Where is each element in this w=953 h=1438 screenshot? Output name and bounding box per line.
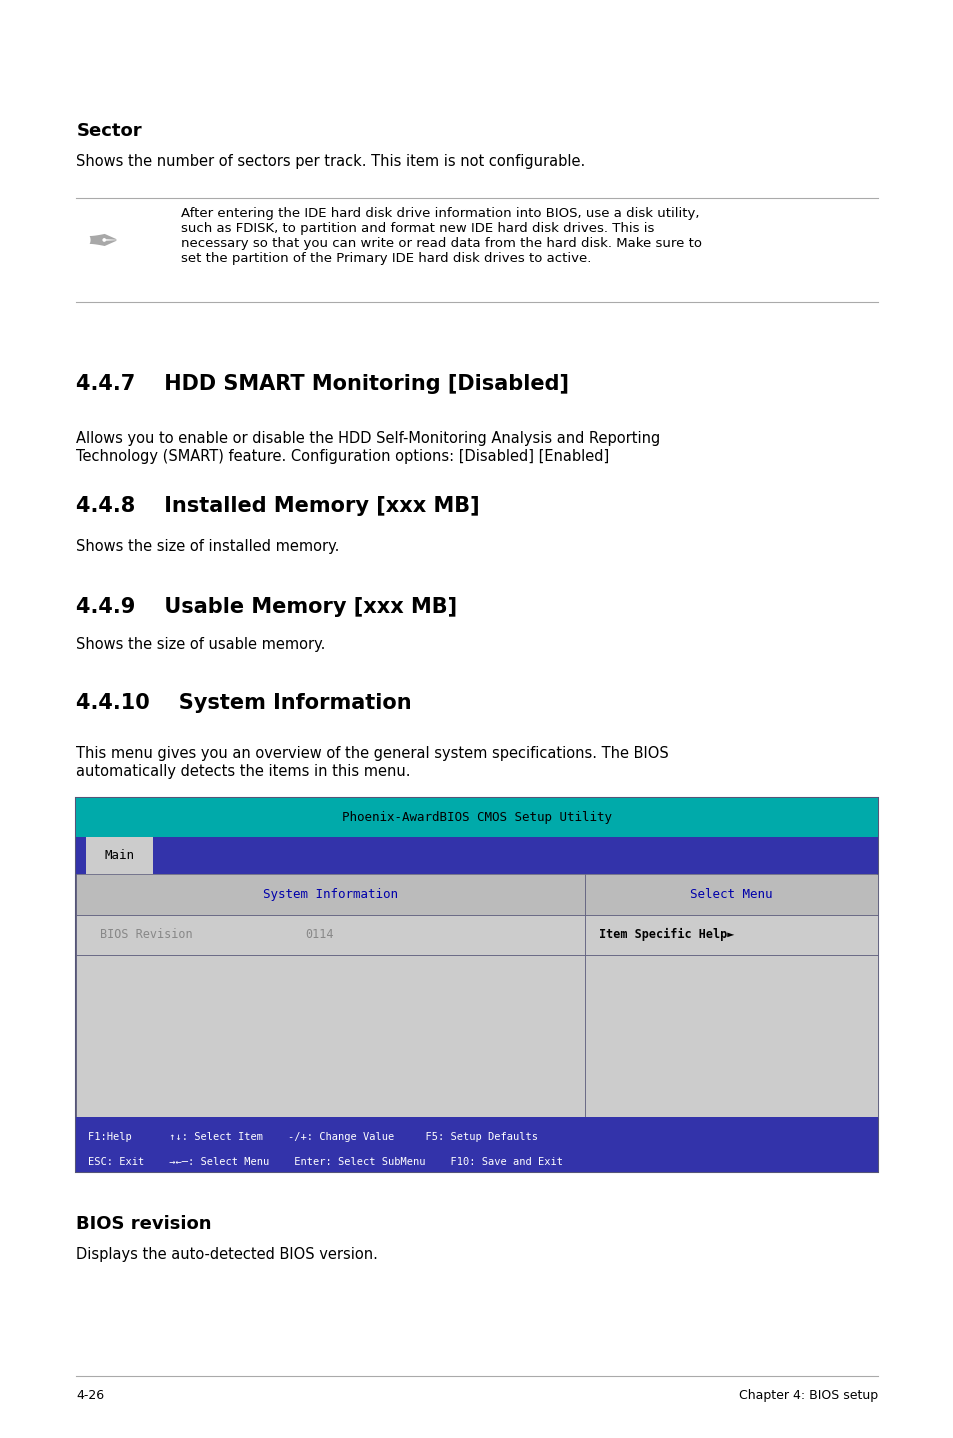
- Text: Main: Main: [104, 848, 134, 863]
- Bar: [76, 955, 584, 1117]
- Text: 4-26: 4-26: [76, 1389, 104, 1402]
- Bar: [584, 874, 877, 915]
- Text: 4.4.9    Usable Memory [xxx MB]: 4.4.9 Usable Memory [xxx MB]: [76, 597, 457, 617]
- Text: BIOS revision: BIOS revision: [76, 1215, 212, 1234]
- Text: Item Specific Help►: Item Specific Help►: [598, 928, 734, 942]
- Bar: [76, 798, 877, 837]
- Text: Select Menu: Select Menu: [689, 887, 772, 902]
- Bar: [76, 874, 584, 915]
- Bar: [76, 798, 877, 1172]
- Text: 4.4.8    Installed Memory [xxx MB]: 4.4.8 Installed Memory [xxx MB]: [76, 496, 479, 516]
- Text: Shows the size of usable memory.: Shows the size of usable memory.: [76, 637, 325, 651]
- Bar: [584, 955, 877, 1117]
- Text: F1:Help      ↑↓: Select Item    -/+: Change Value     F5: Setup Defaults: F1:Help ↑↓: Select Item -/+: Change Valu…: [88, 1132, 537, 1142]
- Bar: [76, 837, 877, 874]
- Text: BIOS Revision: BIOS Revision: [100, 928, 193, 942]
- Text: Chapter 4: BIOS setup: Chapter 4: BIOS setup: [738, 1389, 877, 1402]
- Bar: [584, 915, 877, 955]
- Text: Shows the size of installed memory.: Shows the size of installed memory.: [76, 539, 339, 554]
- Text: Allows you to enable or disable the HDD Self-Monitoring Analysis and Reporting
T: Allows you to enable or disable the HDD …: [76, 431, 659, 464]
- Text: This menu gives you an overview of the general system specifications. The BIOS
a: This menu gives you an overview of the g…: [76, 746, 668, 779]
- Text: ✒: ✒: [87, 224, 119, 262]
- Bar: [76, 1117, 877, 1172]
- Bar: [76, 915, 584, 955]
- Text: 0114: 0114: [305, 928, 334, 942]
- Text: 4.4.10    System Information: 4.4.10 System Information: [76, 693, 412, 713]
- Text: 4.4.7    HDD SMART Monitoring [Disabled]: 4.4.7 HDD SMART Monitoring [Disabled]: [76, 374, 569, 394]
- Text: ESC: Exit    →←─: Select Menu    Enter: Select SubMenu    F10: Save and Exit: ESC: Exit →←─: Select Menu Enter: Select…: [88, 1158, 562, 1168]
- Text: Shows the number of sectors per track. This item is not configurable.: Shows the number of sectors per track. T…: [76, 154, 585, 168]
- Text: Phoenix-AwardBIOS CMOS Setup Utility: Phoenix-AwardBIOS CMOS Setup Utility: [341, 811, 612, 824]
- Bar: [86, 837, 152, 874]
- Text: After entering the IDE hard disk drive information into BIOS, use a disk utility: After entering the IDE hard disk drive i…: [181, 207, 701, 265]
- Text: Displays the auto-detected BIOS version.: Displays the auto-detected BIOS version.: [76, 1247, 377, 1261]
- Text: Sector: Sector: [76, 122, 142, 141]
- Text: System Information: System Information: [263, 887, 397, 902]
